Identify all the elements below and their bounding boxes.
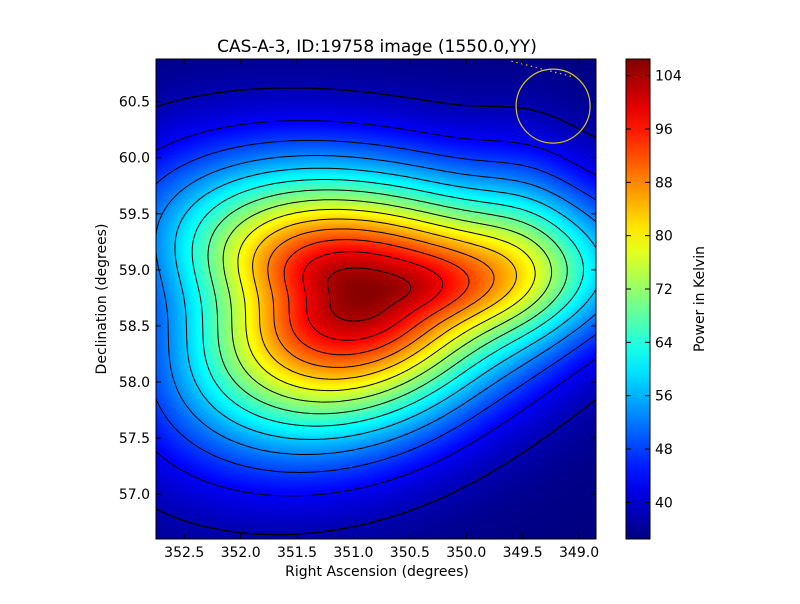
y-tick-label: 58.5 [119, 319, 150, 335]
plot-area [155, 58, 597, 540]
beam-circle [515, 68, 591, 144]
annotations [511, 60, 591, 144]
colorbar-tick-label: 88 [655, 175, 673, 191]
colorbar-tick-label: 104 [655, 69, 682, 85]
contour-level [207, 189, 568, 415]
y-tick-label: 59.5 [119, 207, 150, 223]
contour-level [156, 139, 596, 473]
x-tick-label: 349.0 [559, 545, 599, 561]
y-tick-label: 57.0 [119, 487, 150, 503]
y-axis: 57.0 57.5 58.0 58.5 59.0 59.5 60.0 60.5 [119, 95, 596, 503]
x-tick-label: 349.5 [503, 545, 543, 561]
y-tick-label: 59.0 [119, 263, 150, 279]
y-tick-label: 60.0 [119, 151, 150, 167]
colorbar-tick-label: 64 [655, 335, 673, 351]
x-tick-label: 351.5 [277, 545, 317, 561]
contour-level [283, 239, 470, 356]
x-tick-label: 351.0 [333, 545, 373, 561]
contour-level [267, 228, 495, 368]
colorbar-tick-label: 80 [655, 229, 673, 245]
chart-title: CAS-A-3, ID:19758 image (1550.0,YY) [217, 37, 537, 57]
axes-frame [155, 58, 597, 540]
y-axis-label: Declination (degrees) [94, 224, 110, 375]
colorbar: 40 48 56 64 72 80 88 96 104 Power in Kelvin [625, 58, 708, 540]
colorbar-tick-label: 96 [655, 122, 673, 138]
contour-level [156, 155, 596, 455]
dotted-line [511, 60, 574, 78]
contour-level [174, 167, 596, 440]
contour-level [327, 267, 412, 322]
x-tick-label: 350.5 [390, 545, 430, 561]
contour-level [237, 208, 536, 392]
y-tick-label: 57.5 [119, 431, 150, 447]
x-tick-label: 352.5 [164, 545, 204, 561]
contour-level [156, 87, 596, 536]
x-axis-label: Right Ascension (degrees) [285, 564, 469, 580]
contour-level [191, 179, 584, 427]
colorbar-tick-label: 48 [655, 442, 673, 458]
colorbar-label: Power in Kelvin [692, 246, 708, 352]
contour-level [156, 120, 596, 497]
x-tick-label: 352.0 [221, 545, 261, 561]
contour-level [252, 218, 517, 380]
y-tick-label: 58.0 [119, 375, 150, 391]
colorbar-frame [625, 58, 651, 540]
x-axis: 352.5 352.0 351.5 351.0 350.5 350.0 349.5 349.0 [164, 59, 599, 561]
colorbar-tick-label: 40 [655, 495, 673, 511]
y-tick-label: 60.5 [119, 95, 150, 111]
heatmap-image [156, 59, 596, 539]
contour-level [222, 199, 553, 403]
x-tick-label: 350.0 [446, 545, 486, 561]
colorbar-tick-label: 56 [655, 389, 673, 405]
colorbar-ticks: 40 48 56 64 72 80 88 96 104 [626, 69, 682, 511]
contour-level [302, 251, 444, 341]
contour-lines [156, 87, 596, 536]
colorbar-tick-label: 72 [655, 282, 673, 298]
colorbar-gradient [626, 59, 650, 539]
